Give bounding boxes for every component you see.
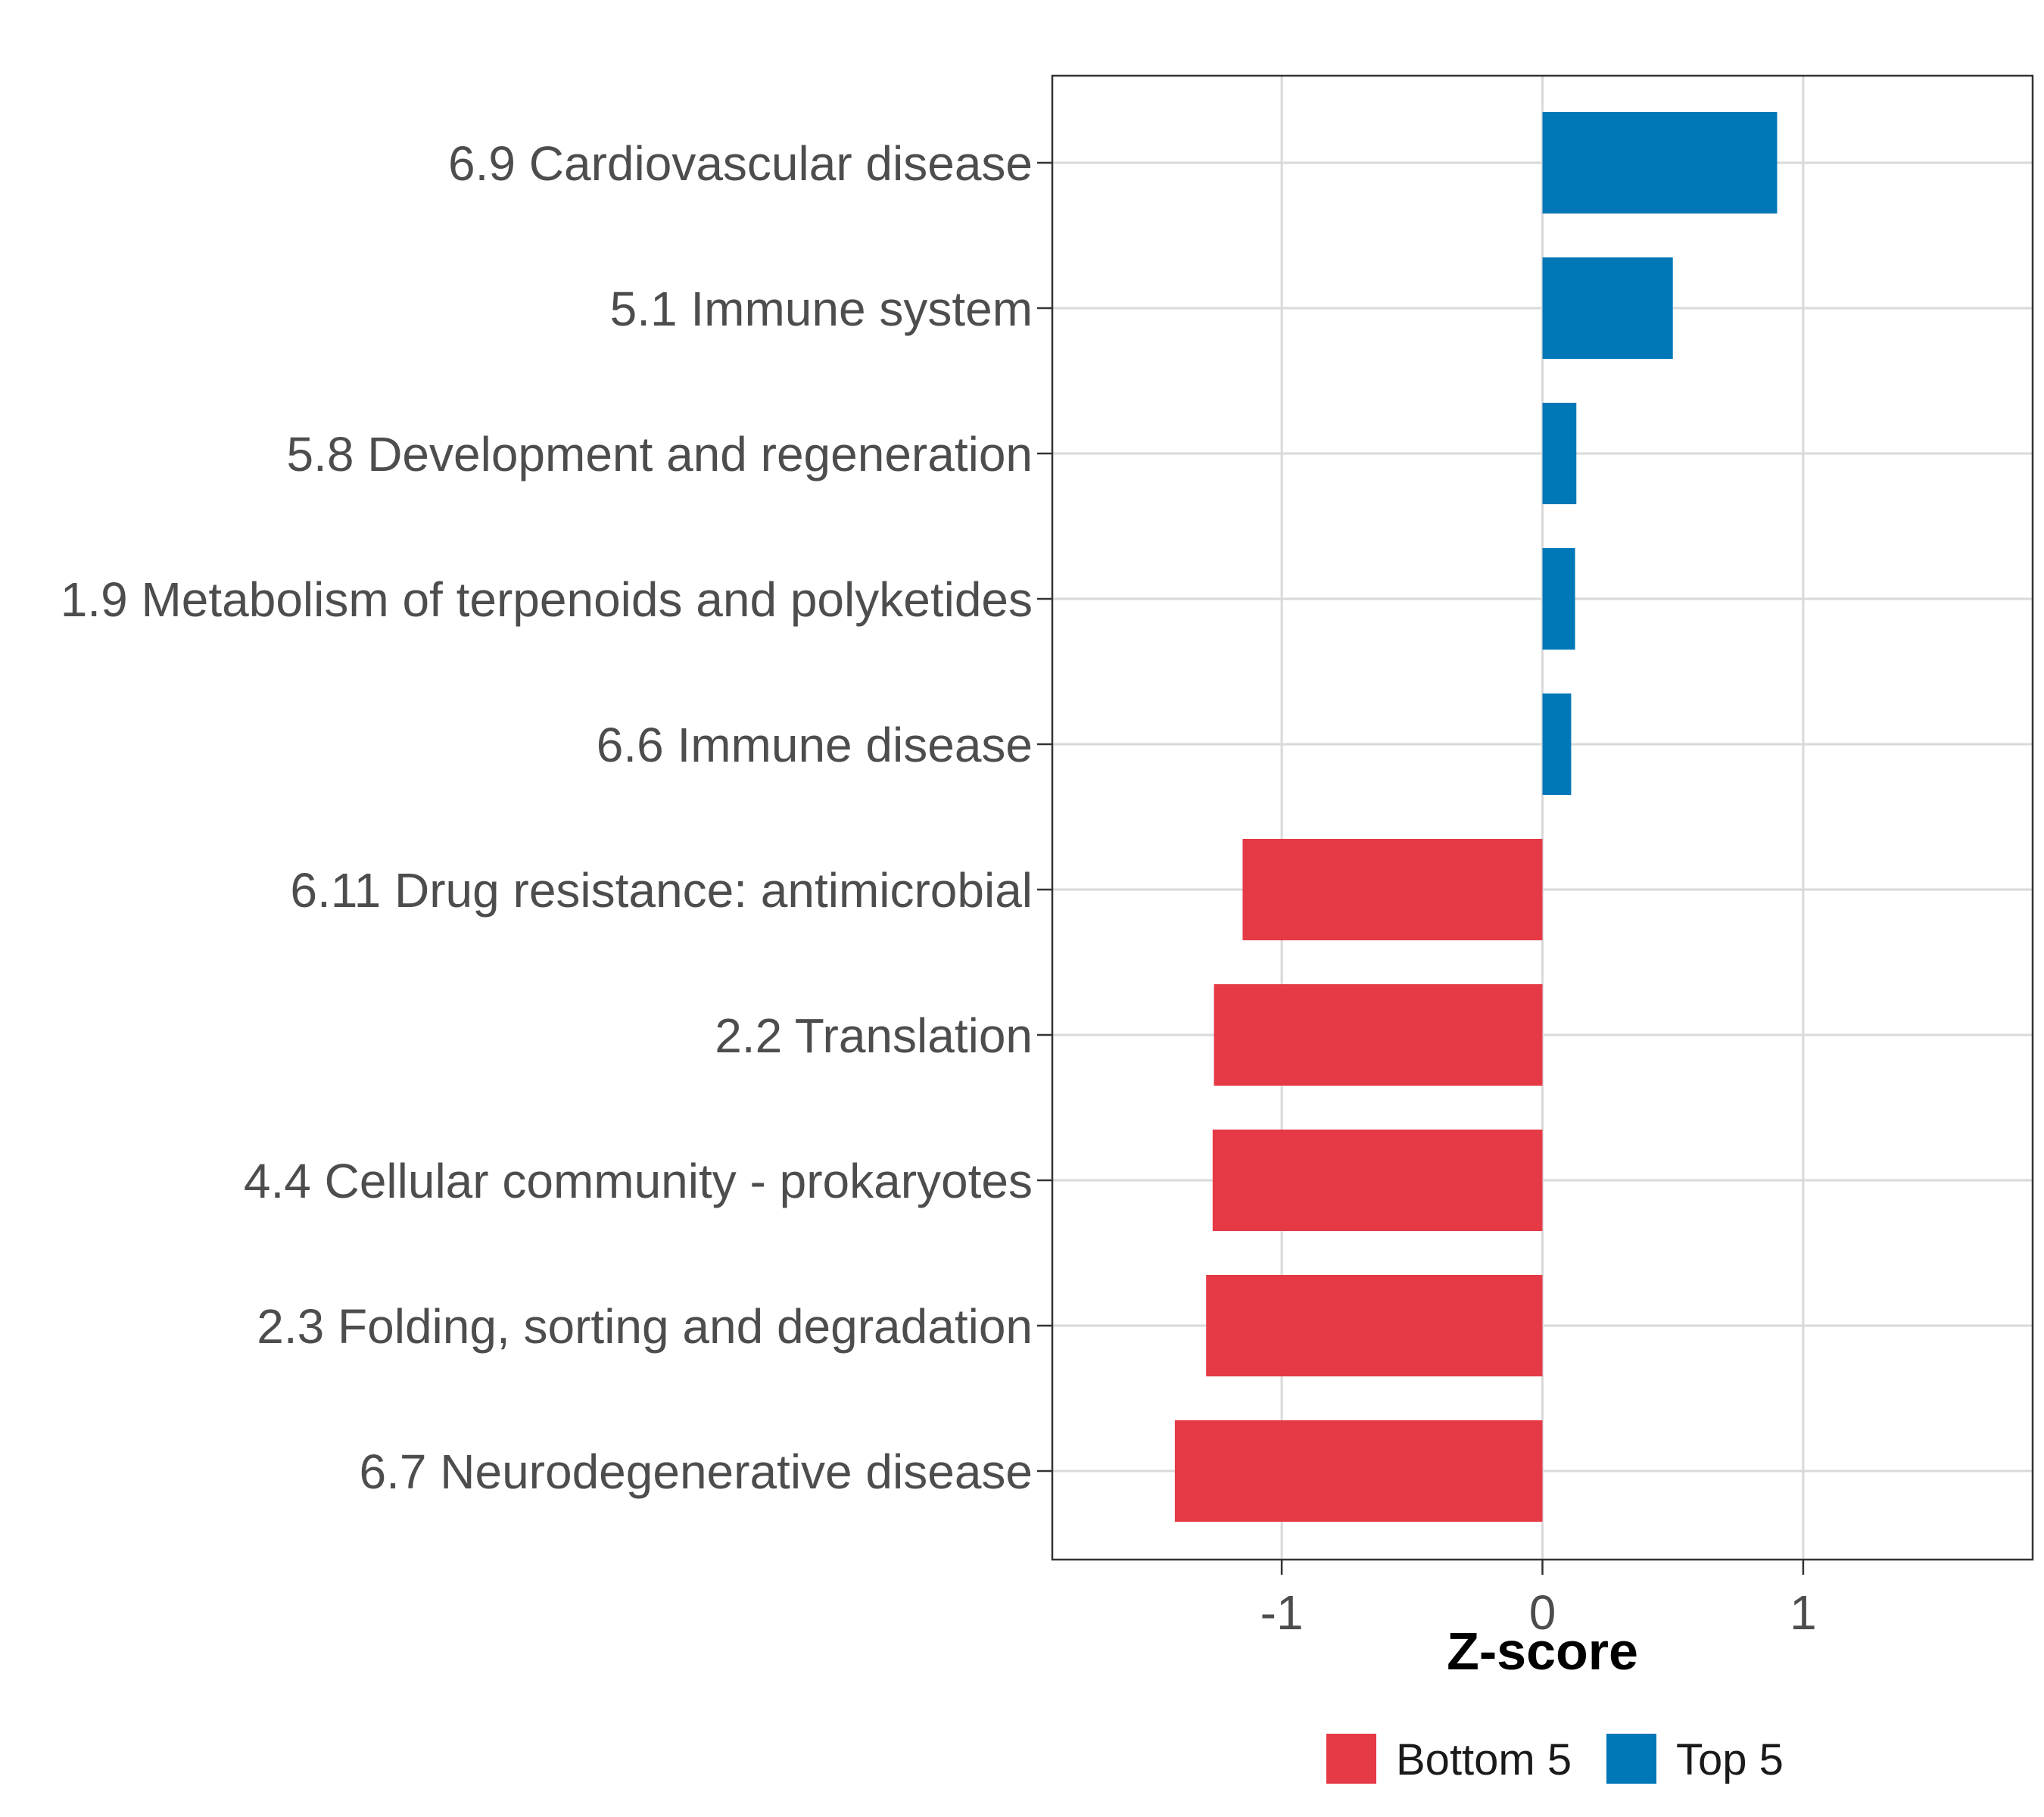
category-label: 2.2 Translation [715, 1008, 1033, 1063]
bar [1542, 112, 1778, 213]
legend-label: Top 5 [1676, 1735, 1784, 1784]
x-tick-label: 1 [1790, 1585, 1817, 1640]
category-label: 4.4 Cellular community - prokaryotes [244, 1154, 1033, 1208]
bar [1542, 403, 1577, 504]
y-axis: 6.9 Cardiovascular disease 5.1 Immune sys… [61, 136, 1052, 1499]
category-label: 5.1 Immune system [610, 282, 1033, 336]
bar [1542, 548, 1575, 650]
bar-layer [1174, 112, 1778, 1522]
category-label: 5.8 Development and regeneration [286, 427, 1033, 482]
x-axis: -1 0 1 [1260, 1560, 1817, 1640]
category-label: 1.9 Metabolism of terpenoids and polyket… [61, 572, 1033, 627]
x-tick-label: -1 [1260, 1585, 1304, 1640]
bar [1206, 1275, 1543, 1376]
bar [1212, 1130, 1543, 1231]
legend: Bottom 5 Top 5 [1326, 1734, 1784, 1784]
bar [1214, 984, 1543, 1086]
x-axis-title: Z-score [1447, 1622, 1638, 1681]
bar [1242, 839, 1543, 940]
bar [1174, 1420, 1543, 1522]
category-label: 6.9 Cardiovascular disease [448, 136, 1033, 191]
category-label: 6.11 Drug resistance: antimicrobial [290, 863, 1033, 918]
bar [1542, 257, 1673, 359]
category-label: 6.6 Immune disease [597, 718, 1033, 772]
legend-key [1326, 1734, 1376, 1784]
bar [1542, 693, 1572, 795]
legend-key [1606, 1734, 1656, 1784]
category-label: 6.7 Neurodegenerative disease [360, 1445, 1033, 1499]
legend-label: Bottom 5 [1396, 1735, 1572, 1784]
category-label: 2.3 Folding, sorting and degradation [257, 1299, 1033, 1354]
x-tick-label: 0 [1529, 1585, 1556, 1640]
